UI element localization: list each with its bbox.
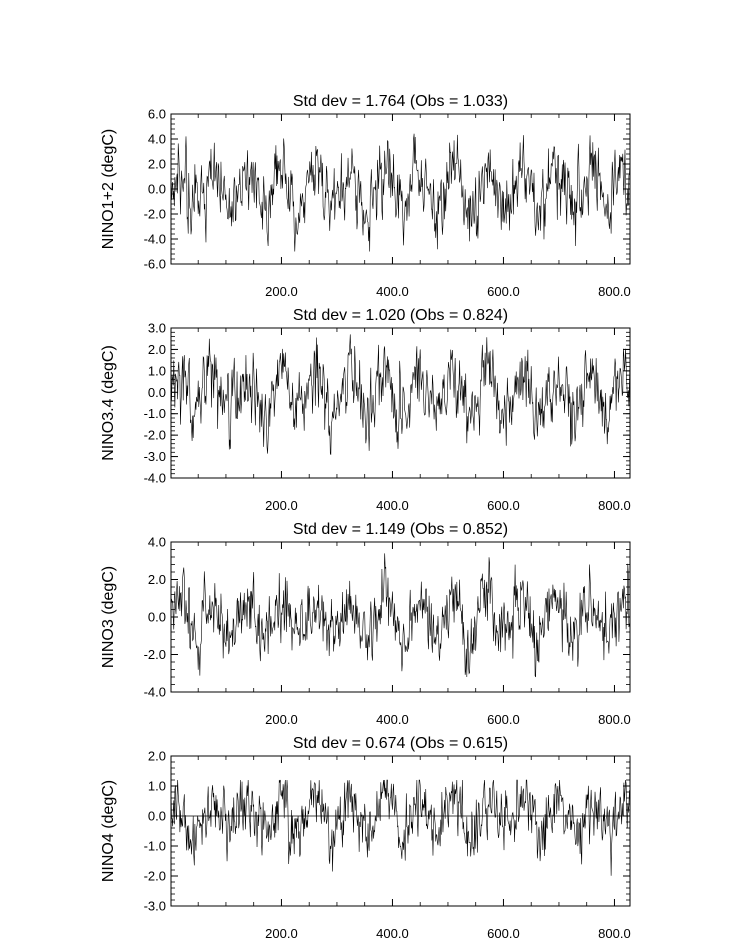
y-axis-label: NINO3 (degC) bbox=[100, 566, 117, 668]
y-tick-label: 1.0 bbox=[148, 363, 166, 378]
y-tick-label: 4.0 bbox=[148, 535, 166, 550]
y-tick-label: -2.0 bbox=[144, 428, 166, 443]
y-tick-label: 2.0 bbox=[148, 342, 166, 357]
x-tick-label: 800.0 bbox=[598, 284, 631, 299]
series-line bbox=[170, 133, 631, 252]
series-line bbox=[170, 553, 631, 678]
series-line bbox=[170, 334, 631, 455]
x-tick-label: 200.0 bbox=[265, 712, 298, 727]
panel-4: Std dev = 0.674 (Obs = 0.615) NINO4 (degC… bbox=[100, 735, 631, 941]
y-tick-label: -2.0 bbox=[144, 647, 166, 662]
y-tick-label: 0.0 bbox=[148, 809, 166, 824]
y-tick-label: 4.0 bbox=[148, 132, 166, 147]
y-axis-label: NINO1+2 (degC) bbox=[100, 129, 117, 250]
y-tick-label: -4.0 bbox=[144, 471, 166, 486]
series-line bbox=[170, 779, 631, 876]
x-tick-label: 800.0 bbox=[598, 712, 631, 727]
x-tick-label: 600.0 bbox=[487, 498, 520, 513]
x-tick-label: 400.0 bbox=[376, 712, 409, 727]
panel-1: Std dev = 1.764 (Obs = 1.033) NINO1+2 (de… bbox=[100, 93, 631, 299]
panel-title: Std dev = 1.764 (Obs = 1.033) bbox=[293, 93, 508, 110]
x-tick-label: 400.0 bbox=[376, 284, 409, 299]
y-tick-label: -4.0 bbox=[144, 685, 166, 700]
plot-frame bbox=[170, 755, 631, 907]
y-tick-label: -3.0 bbox=[144, 449, 166, 464]
x-tick-label: 200.0 bbox=[265, 926, 298, 941]
y-tick-label: 0.0 bbox=[148, 610, 166, 625]
y-tick-label: -6.0 bbox=[144, 257, 166, 272]
x-tick-label: 600.0 bbox=[487, 284, 520, 299]
y-tick-label: 3.0 bbox=[148, 321, 166, 336]
y-tick-label: 0.0 bbox=[148, 385, 166, 400]
y-tick-label: 2.0 bbox=[148, 572, 166, 587]
x-tick-label: 400.0 bbox=[376, 498, 409, 513]
x-tick-label: 200.0 bbox=[265, 498, 298, 513]
panel-title: Std dev = 1.149 (Obs = 0.852) bbox=[293, 521, 508, 538]
y-tick-label: -4.0 bbox=[144, 232, 166, 247]
y-tick-label: -2.0 bbox=[144, 869, 166, 884]
x-tick-label: 800.0 bbox=[598, 926, 631, 941]
y-tick-label: -2.0 bbox=[144, 207, 166, 222]
y-tick-label: 2.0 bbox=[148, 749, 166, 764]
panel-2: Std dev = 1.020 (Obs = 0.824) NINO3.4 (de… bbox=[100, 307, 631, 513]
y-tick-label: 1.0 bbox=[148, 779, 166, 794]
y-tick-label: -1.0 bbox=[144, 839, 166, 854]
y-tick-label: -1.0 bbox=[144, 406, 166, 421]
panel-title: Std dev = 1.020 (Obs = 0.824) bbox=[293, 307, 508, 324]
x-tick-label: 800.0 bbox=[598, 498, 631, 513]
x-tick-label: 200.0 bbox=[265, 284, 298, 299]
panel-3: Std dev = 1.149 (Obs = 0.852) NINO3 (degC… bbox=[100, 521, 631, 727]
y-tick-label: -3.0 bbox=[144, 899, 166, 914]
x-tick-label: 600.0 bbox=[487, 712, 520, 727]
y-axis-label: NINO3.4 (degC) bbox=[100, 345, 117, 461]
panel-title: Std dev = 0.674 (Obs = 0.615) bbox=[293, 735, 508, 752]
y-tick-label: 0.0 bbox=[148, 182, 166, 197]
y-tick-label: 2.0 bbox=[148, 157, 166, 172]
y-tick-label: 6.0 bbox=[148, 107, 166, 122]
x-tick-label: 400.0 bbox=[376, 926, 409, 941]
y-axis-label: NINO4 (degC) bbox=[100, 780, 117, 882]
plot-frame bbox=[170, 327, 631, 479]
x-tick-label: 600.0 bbox=[487, 926, 520, 941]
